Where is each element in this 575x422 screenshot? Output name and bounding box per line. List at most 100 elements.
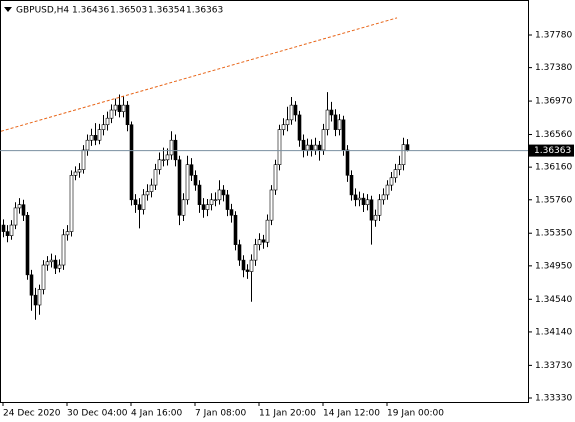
candle-body — [193, 175, 198, 186]
y-tick-label: 1.34540 — [535, 295, 572, 305]
x-tick-label: 19 Jan 00:00 — [387, 409, 444, 419]
candle-body — [253, 244, 258, 261]
candle-body — [257, 239, 262, 245]
candle-body — [69, 175, 74, 232]
candle-body — [285, 119, 290, 126]
candle-body — [93, 135, 98, 141]
candle-body — [141, 194, 146, 210]
candle-body — [405, 144, 410, 151]
candle-body — [389, 177, 394, 186]
header-high: 1.36503 — [110, 6, 147, 16]
candle-body — [21, 204, 26, 216]
candle-body — [397, 164, 402, 170]
candle-body — [53, 259, 58, 269]
candle-body — [25, 214, 30, 276]
y-tick-label: 1.37780 — [535, 30, 572, 40]
candle-body — [297, 114, 302, 141]
last-price-label: 1.36363 — [534, 146, 571, 156]
plot-frame — [0, 0, 529, 403]
candle-body — [105, 117, 110, 126]
candle-body — [33, 294, 38, 306]
candle-body — [301, 139, 306, 151]
candle-body — [317, 144, 322, 151]
candle-body — [117, 104, 122, 112]
candle-body — [181, 199, 186, 216]
candle-body — [281, 124, 286, 130]
candle-body — [173, 139, 178, 161]
candle-body — [337, 119, 342, 130]
candle-body — [201, 204, 206, 210]
candle-body — [29, 274, 34, 296]
candle-body — [245, 269, 250, 272]
candle-body — [365, 199, 370, 205]
candle-body — [185, 164, 190, 201]
candle-body — [333, 114, 338, 130]
symbol-label: GBPUSD,H4 — [16, 6, 69, 16]
x-tick-label: 24 Dec 2020 — [3, 409, 61, 419]
candle-body — [329, 109, 334, 116]
y-tick-label: 1.36560 — [535, 130, 572, 140]
candle-body — [309, 144, 314, 151]
candle-body — [85, 139, 90, 151]
candle-body — [149, 184, 154, 192]
candle-body — [165, 154, 170, 161]
x-tick-label: 30 Dec 04:00 — [67, 409, 128, 419]
candle-body — [89, 135, 94, 141]
x-tick-label: 7 Jan 08:00 — [195, 409, 247, 419]
candle-body — [121, 104, 126, 112]
candle-body — [61, 234, 66, 266]
candle-body — [293, 104, 298, 116]
candle-body — [341, 119, 346, 151]
candle-body — [129, 124, 134, 201]
candle-body — [321, 129, 326, 151]
y-tick-label: 1.34950 — [535, 261, 572, 271]
y-tick-label: 1.35760 — [535, 195, 572, 205]
y-tick-label: 1.36970 — [535, 97, 572, 107]
candle-body — [81, 149, 86, 170]
x-tick-label: 14 Jan 12:00 — [323, 409, 380, 419]
candle-body — [349, 175, 354, 196]
y-tick-label: 1.33730 — [535, 361, 572, 371]
candle-body — [361, 197, 366, 205]
candle-body — [249, 259, 254, 272]
candle-body — [345, 149, 350, 176]
header-close: 1.36363 — [186, 6, 223, 16]
candle-body — [269, 189, 274, 221]
candle-body — [393, 169, 398, 179]
candle-body — [217, 189, 222, 201]
y-tick-label: 1.36160 — [535, 163, 572, 173]
candle-body — [137, 204, 142, 210]
candle-body — [177, 159, 182, 216]
candle-body — [313, 144, 318, 151]
menu-triangle — [4, 7, 12, 12]
candle-body — [277, 129, 282, 165]
candle-body — [1, 224, 6, 232]
candle-body — [237, 244, 242, 261]
candle-body — [157, 159, 162, 170]
candle-body — [73, 171, 78, 176]
candle-body — [213, 199, 218, 201]
candle-body — [261, 239, 266, 243]
candle-body — [125, 104, 130, 126]
candle-body — [57, 264, 62, 269]
candle-body — [373, 214, 378, 221]
candle-body — [133, 199, 138, 205]
header-low: 1.36354 — [148, 6, 185, 16]
candle-body — [381, 194, 386, 201]
candle-body — [273, 164, 278, 191]
candle-body — [305, 144, 310, 151]
candle-body — [229, 209, 234, 216]
candle-body — [289, 104, 294, 121]
candle-body — [153, 169, 158, 186]
candle-body — [401, 144, 406, 165]
candle-body — [233, 214, 238, 245]
candle-body — [357, 197, 362, 201]
candle-body — [209, 199, 214, 205]
candle-body — [377, 199, 382, 216]
candle-body — [221, 189, 226, 196]
candle-body — [169, 139, 174, 156]
candle-body — [189, 164, 194, 176]
candle-body — [101, 124, 106, 130]
